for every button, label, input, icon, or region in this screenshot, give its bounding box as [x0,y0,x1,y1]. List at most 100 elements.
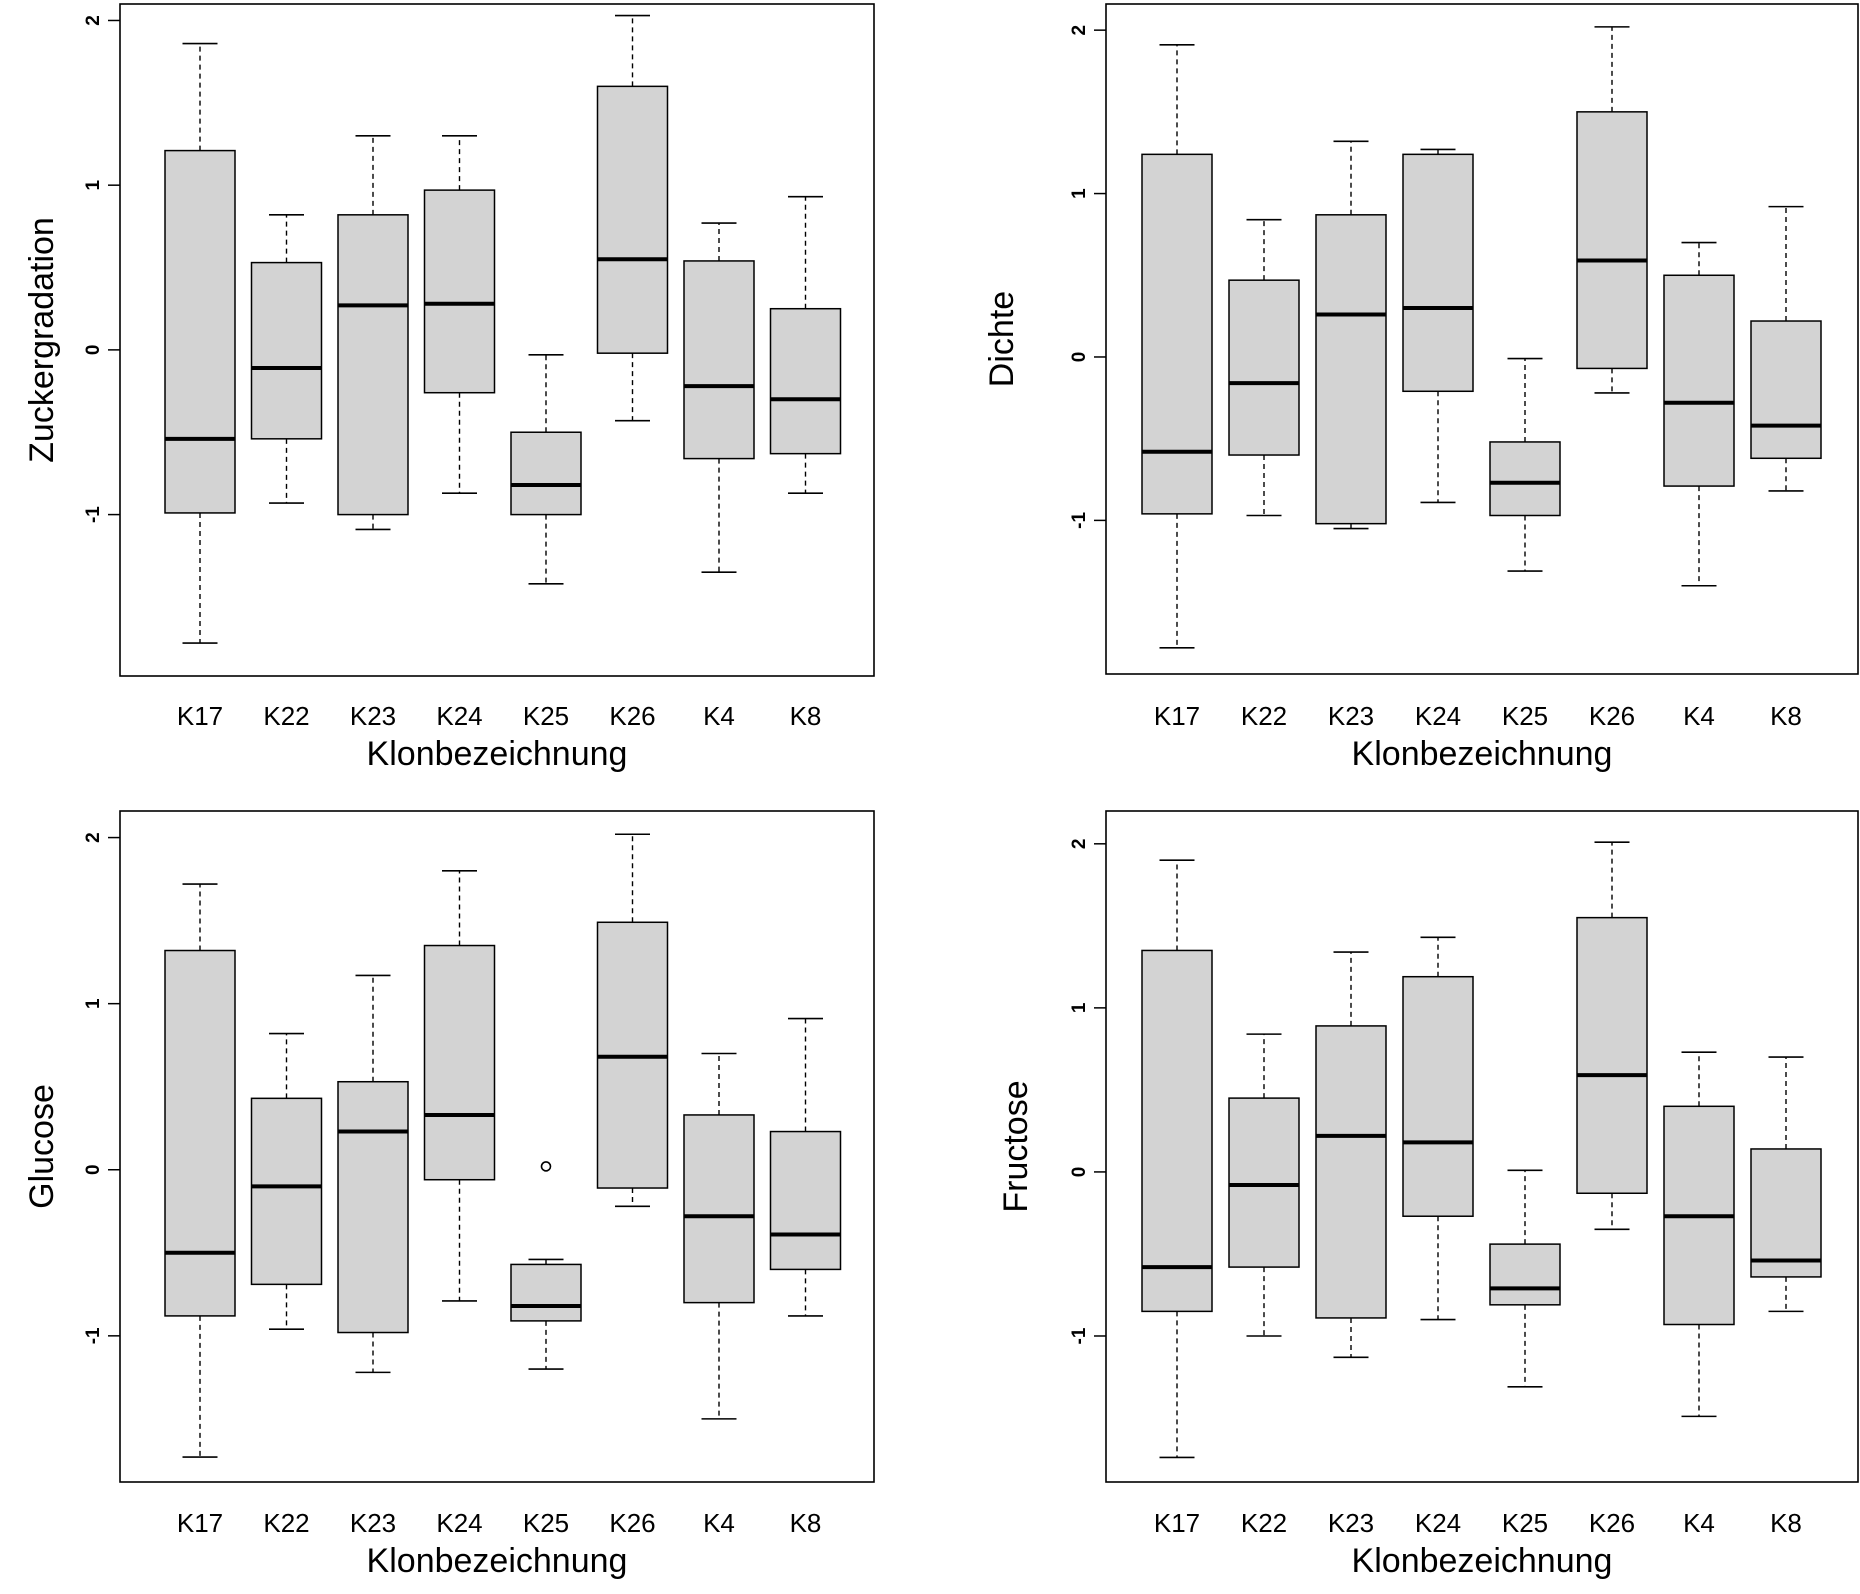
iqr-box [1141,153,1213,515]
x-axis-title: Klonbezeichnung [367,735,628,773]
box-K25 [510,354,582,585]
outlier-point [540,1161,552,1172]
iqr-box [596,85,669,354]
box-K8 [1750,1056,1822,1313]
y-axis-title: Dichte [983,291,1021,387]
x-category-label: K26 [1589,1508,1635,1538]
box-K17 [164,883,236,1458]
y-tick-label: 0 [1069,1167,1090,1178]
box-K4 [1663,1051,1735,1418]
x-category-label: K4 [703,1508,735,1538]
iqr-box [683,260,755,460]
box-K26 [1576,841,1648,1231]
iqr-box [423,189,496,394]
iqr-box [1576,111,1648,370]
iqr-box [1750,1148,1822,1278]
x-category-label: K24 [436,1508,482,1538]
x-category-label: K17 [1154,701,1200,731]
x-category-label: K23 [1328,701,1374,731]
box-K24 [1402,936,1474,1321]
y-tick-label: 1 [1069,1002,1090,1013]
y-tick-label: -1 [1069,512,1090,529]
y-tick-label: 1 [83,179,104,190]
box-K4 [1663,241,1735,587]
x-category-label: K17 [177,701,223,731]
x-category-label: K4 [1683,1508,1715,1538]
iqr-box [683,1114,755,1304]
x-category-label: K23 [1328,1508,1374,1538]
box-K8 [769,1017,842,1317]
x-axis-title: Klonbezeichnung [1352,735,1613,773]
plot-frame [1105,3,1859,675]
x-category-label: K8 [790,701,822,731]
y-tick-label: 2 [1069,839,1090,850]
box-K4 [683,222,755,574]
x-category-label: K4 [1683,701,1715,731]
y-tick-label: 1 [1069,188,1090,199]
iqr-box [337,214,409,516]
box-K23 [337,974,409,1374]
y-tick-label: 1 [83,998,104,1009]
plot-frame [119,3,875,677]
y-tick-label: 0 [83,1164,104,1175]
box-K26 [1576,26,1648,394]
iqr-box [769,1130,842,1271]
x-category-label: K26 [1589,701,1635,731]
iqr-box [1315,1025,1387,1319]
iqr-box [423,944,496,1181]
iqr-box [1402,975,1474,1217]
x-category-label: K25 [523,1508,569,1538]
x-category-label: K26 [609,701,655,731]
box-K22 [250,1032,323,1330]
x-category-label: K8 [790,1508,822,1538]
x-category-label: K17 [177,1508,223,1538]
box-K23 [1315,951,1387,1359]
y-tick-label: 2 [1069,25,1090,36]
iqr-box [1402,153,1474,393]
iqr-box [250,261,323,440]
box-K24 [1402,148,1474,504]
iqr-box [1228,1097,1300,1268]
x-category-label: K26 [609,1508,655,1538]
y-tick-label: 2 [83,15,104,26]
x-category-label: K17 [1154,1508,1200,1538]
box-K23 [1315,140,1387,530]
x-category-label: K24 [1415,701,1461,731]
iqr-box [164,149,236,514]
x-category-label: K4 [703,701,735,731]
x-category-label: K8 [1770,1508,1802,1538]
y-tick-label: -1 [83,506,104,523]
x-category-label: K22 [263,701,309,731]
box-K17 [1141,859,1213,1459]
iqr-box [337,1080,409,1334]
x-category-label: K24 [436,701,482,731]
y-tick-label: 0 [1069,352,1090,363]
iqr-box [769,307,842,455]
panel-zuckergradation: -1 0 1 2 Zuckergradation Klonbezeichnung K17 K2… [23,3,875,773]
x-axis-title: Klonbezeichnung [367,1542,628,1580]
iqr-box [1489,441,1561,517]
box-K17 [1141,44,1213,649]
iqr-box [1228,279,1300,456]
box-K25 [1489,357,1561,572]
iqr-box [1315,214,1387,525]
box-K22 [250,214,323,504]
panel-fructose: -1 0 1 2 Fructose Klonbezeichnung K17 K22 K23 K24… [997,810,1859,1580]
y-axis-title: Zuckergradation [23,217,61,463]
x-category-label: K8 [1770,701,1802,731]
y-axis-title: Glucose [23,1084,61,1209]
box-K22 [1228,1033,1300,1337]
panel-dichte: -1 0 1 2 Dichte Klonbezeichnung K17 K22 K23 K24 K2… [983,3,1859,773]
x-axis-title: Klonbezeichnung [1352,1542,1613,1580]
box-K8 [1750,205,1822,492]
box-K23 [337,134,409,531]
box-K26 [596,14,669,422]
y-tick-label: 0 [83,345,104,356]
iqr-box [510,431,582,516]
box-K22 [1228,218,1300,517]
y-tick-label: -1 [83,1327,104,1344]
box-K24 [423,869,496,1302]
y-tick-label: 2 [83,832,104,843]
x-category-label: K25 [1502,1508,1548,1538]
